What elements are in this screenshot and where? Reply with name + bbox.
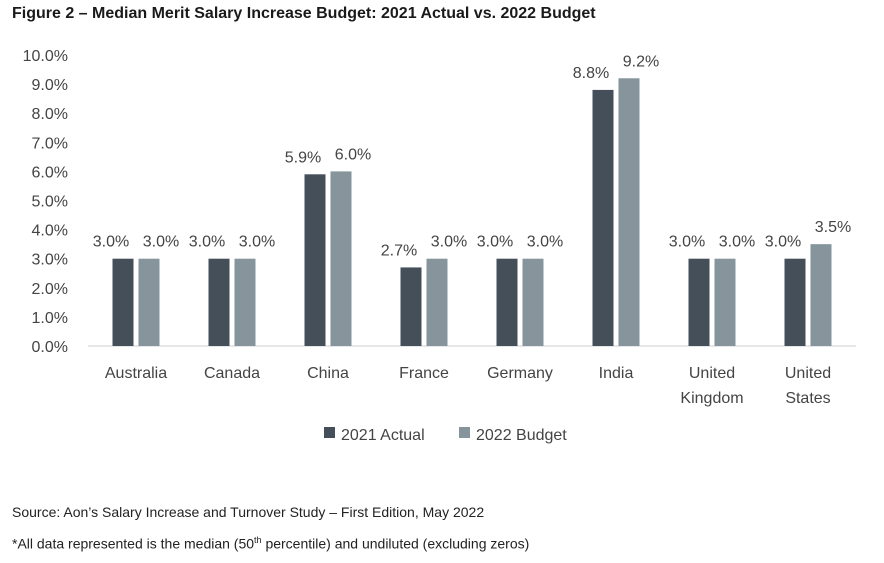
legend-label: 2022 Budget bbox=[476, 427, 567, 444]
bar-actual bbox=[400, 267, 422, 346]
y-tick-label: 4.0% bbox=[32, 223, 68, 240]
bar-actual bbox=[592, 89, 614, 347]
y-tick-label: 0.0% bbox=[32, 339, 68, 356]
data-label: 3.0% bbox=[431, 234, 467, 251]
chart-title: Figure 2 – Median Merit Salary Increase … bbox=[12, 5, 596, 22]
y-tick-label: 2.0% bbox=[32, 281, 68, 298]
bar-chart: 0.0% 1.0% 2.0% 3.0% 4.0% 5.0% 6.0% 7.0% 8.0% 9.0%… bbox=[23, 48, 856, 444]
data-label: 3.0% bbox=[477, 234, 513, 251]
bar-budget bbox=[234, 258, 256, 346]
y-tick-label: 6.0% bbox=[32, 164, 68, 181]
y-tick-label: 7.0% bbox=[32, 135, 68, 152]
data-label: 3.0% bbox=[239, 234, 275, 251]
footnote-superscript: th bbox=[254, 535, 262, 545]
footnote-text-end: percentile) and undiluted (excluding zer… bbox=[261, 535, 530, 552]
bar-actual bbox=[112, 258, 134, 346]
y-tick-label: 8.0% bbox=[32, 106, 68, 123]
bars bbox=[112, 78, 832, 347]
bar-actual bbox=[688, 258, 710, 346]
bar-budget bbox=[810, 244, 832, 346]
footnote: *All data represented is the median (50t… bbox=[12, 535, 529, 552]
bar-actual bbox=[784, 258, 806, 346]
bar-budget bbox=[330, 171, 352, 346]
category-label: United bbox=[785, 365, 831, 382]
bar-budget bbox=[714, 258, 736, 346]
data-label: 3.0% bbox=[143, 234, 179, 251]
y-tick-label: 1.0% bbox=[32, 310, 68, 327]
category-label: Kingdom bbox=[680, 390, 743, 407]
bar-actual bbox=[208, 258, 230, 346]
y-tick-label: 3.0% bbox=[32, 252, 68, 269]
bar-budget bbox=[618, 78, 640, 346]
data-label: 2.7% bbox=[381, 242, 417, 259]
footnote-text: *All data represented is the median (50 bbox=[12, 535, 255, 552]
data-label: 9.2% bbox=[623, 53, 659, 70]
category-label: Germany bbox=[487, 365, 553, 382]
data-label: 3.0% bbox=[765, 234, 801, 251]
legend: 2021 Actual 2022 Budget bbox=[324, 427, 567, 444]
data-label: 3.0% bbox=[189, 234, 225, 251]
bar-budget bbox=[426, 258, 448, 346]
data-label: 3.5% bbox=[815, 219, 851, 236]
bar-actual bbox=[496, 258, 518, 346]
category-label: France bbox=[399, 365, 449, 382]
data-labels: 3.0% 3.0% 3.0% 3.0% 5.9% 6.0% 2.7% 3.0% 3.0% 3.0%… bbox=[93, 53, 851, 259]
data-label: 8.8% bbox=[573, 65, 609, 82]
category-label: India bbox=[599, 365, 634, 382]
y-tick-label: 10.0% bbox=[23, 48, 68, 65]
legend-swatch bbox=[324, 427, 335, 438]
bar-actual bbox=[304, 174, 326, 346]
y-tick-label: 9.0% bbox=[32, 77, 68, 94]
bar-budget bbox=[522, 258, 544, 346]
y-axis-ticks: 0.0% 1.0% 2.0% 3.0% 4.0% 5.0% 6.0% 7.0% 8.0% 9.0%… bbox=[23, 48, 68, 356]
category-label: Canada bbox=[204, 365, 260, 382]
category-label: Australia bbox=[105, 365, 167, 382]
data-label: 3.0% bbox=[669, 234, 705, 251]
category-labels: Australia Canada China France Germany India Un… bbox=[105, 365, 831, 407]
data-label: 6.0% bbox=[335, 146, 371, 163]
legend-label: 2021 Actual bbox=[341, 427, 425, 444]
data-label: 3.0% bbox=[719, 234, 755, 251]
legend-swatch bbox=[459, 427, 470, 438]
data-label: 3.0% bbox=[527, 234, 563, 251]
data-label: 5.9% bbox=[285, 149, 321, 166]
category-label: United bbox=[689, 365, 735, 382]
source-note: Source: Aon’s Salary Increase and Turnov… bbox=[12, 504, 485, 520]
bar-budget bbox=[138, 258, 160, 346]
category-label: China bbox=[307, 365, 349, 382]
data-label: 3.0% bbox=[93, 234, 129, 251]
category-label: States bbox=[785, 390, 830, 407]
y-tick-label: 5.0% bbox=[32, 194, 68, 211]
